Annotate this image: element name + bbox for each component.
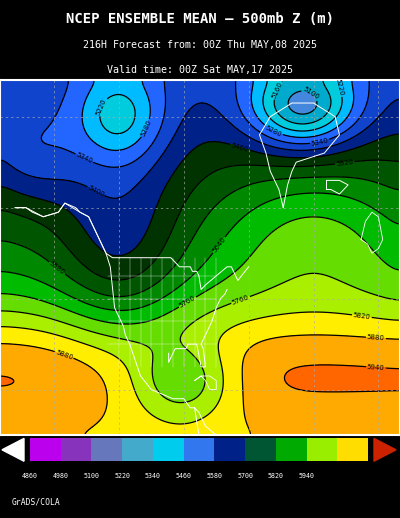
Text: 5280: 5280 bbox=[264, 124, 283, 138]
Bar bbox=[61, 438, 92, 461]
Bar bbox=[214, 438, 245, 461]
Text: 5220: 5220 bbox=[114, 473, 130, 480]
Bar bbox=[306, 438, 337, 461]
Text: 5940: 5940 bbox=[367, 364, 385, 371]
Text: 5700: 5700 bbox=[237, 473, 253, 480]
Bar bbox=[184, 438, 214, 461]
Text: Valid time: 00Z Sat MAY,17 2025: Valid time: 00Z Sat MAY,17 2025 bbox=[107, 65, 293, 75]
Text: 5700: 5700 bbox=[178, 295, 197, 309]
Text: 5220: 5220 bbox=[334, 78, 344, 97]
Text: 5340: 5340 bbox=[145, 473, 161, 480]
Text: 5100: 5100 bbox=[302, 86, 320, 100]
Text: 5880: 5880 bbox=[55, 349, 74, 361]
Text: 5820: 5820 bbox=[268, 473, 284, 480]
Text: 5100: 5100 bbox=[84, 473, 100, 480]
Text: 216H Forecast from: 00Z Thu MAY,08 2025: 216H Forecast from: 00Z Thu MAY,08 2025 bbox=[83, 40, 317, 50]
Text: 4980: 4980 bbox=[53, 473, 69, 480]
Bar bbox=[122, 438, 153, 461]
Text: 5460: 5460 bbox=[230, 142, 249, 153]
Text: 5880: 5880 bbox=[367, 334, 385, 341]
Bar bbox=[92, 438, 122, 461]
Text: 5340: 5340 bbox=[75, 152, 94, 165]
Text: 5280: 5280 bbox=[140, 119, 153, 138]
Text: 5220: 5220 bbox=[95, 97, 108, 116]
Text: NCEP ENSEMBLE MEAN – 500mb Z (m): NCEP ENSEMBLE MEAN – 500mb Z (m) bbox=[66, 12, 334, 26]
Text: 5460: 5460 bbox=[176, 473, 192, 480]
Text: 5640: 5640 bbox=[211, 236, 227, 254]
Text: 4860: 4860 bbox=[22, 473, 38, 480]
Text: 5580: 5580 bbox=[206, 473, 222, 480]
Text: 5160: 5160 bbox=[272, 81, 284, 100]
Bar bbox=[337, 438, 368, 461]
Text: GrADS/COLA: GrADS/COLA bbox=[12, 498, 61, 507]
Bar bbox=[153, 438, 184, 461]
Bar bbox=[30, 438, 61, 461]
Text: 5400: 5400 bbox=[86, 184, 105, 198]
FancyArrow shape bbox=[2, 438, 24, 461]
Text: 5340: 5340 bbox=[310, 137, 329, 147]
Bar bbox=[276, 438, 306, 461]
Text: 5760: 5760 bbox=[231, 294, 250, 306]
FancyArrow shape bbox=[374, 438, 396, 461]
Text: 5520: 5520 bbox=[336, 159, 354, 167]
Text: 5820: 5820 bbox=[353, 312, 371, 320]
Text: 5940: 5940 bbox=[298, 473, 314, 480]
Text: 5580: 5580 bbox=[48, 260, 66, 276]
Bar bbox=[245, 438, 276, 461]
